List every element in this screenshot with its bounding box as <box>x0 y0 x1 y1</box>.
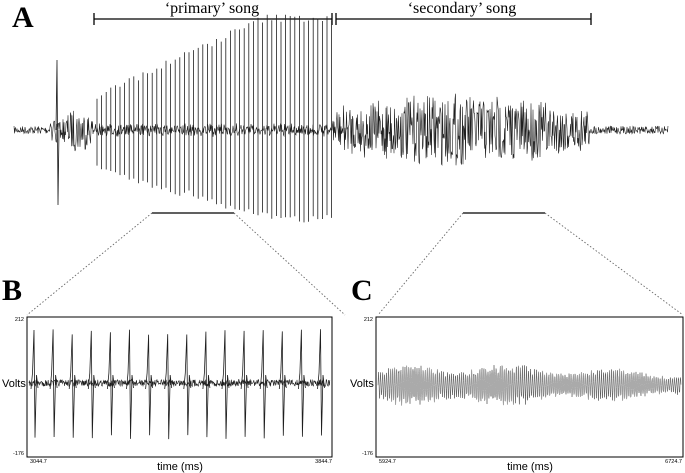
panel-c-letter: C <box>351 274 373 307</box>
secondary-song-trace <box>377 365 682 406</box>
sound-pulses <box>30 329 325 440</box>
onset-spike <box>55 59 60 206</box>
panel-c-x-axis-label: time (ms) <box>507 461 553 473</box>
panel-c-x-start-label: 5924.7 <box>379 459 396 465</box>
panel-b-ymin-label: -176 <box>13 451 24 457</box>
panel-b-x-end-label: 3844.7 <box>315 459 332 465</box>
secondary-song-label: ‘secondary’ song <box>408 0 517 17</box>
dense-signal <box>377 365 682 406</box>
panel-b-x-start-label: 3044.7 <box>30 459 47 465</box>
panel-c-ymin-label: -176 <box>362 451 373 457</box>
panel-b-y-axis-label: Volts <box>2 378 26 390</box>
zoom-guides <box>26 212 684 316</box>
panel-c-y-axis-label: Volts <box>350 378 374 390</box>
panel-b-ymax-label: 212 <box>15 317 24 323</box>
panel-b-letter: B <box>2 274 22 307</box>
primary-song-pulses <box>96 14 332 223</box>
primary-song-trace <box>28 329 331 440</box>
panel-c-ymax-label: 212 <box>364 317 373 323</box>
full-song-oscillogram <box>13 14 669 223</box>
primary-song-label: ‘primary’ song <box>165 0 259 17</box>
panel-a-letter: A <box>12 1 34 34</box>
panel-a: A ‘primary’ song ‘secondary’ song <box>12 0 669 223</box>
baseline-noise <box>28 378 331 388</box>
panel-c-x-end-label: 6724.7 <box>665 459 682 465</box>
panel-c: C 212 -176 Volts 5924.7 6724.7 time (ms) <box>350 274 684 473</box>
panel-b-x-axis-label: time (ms) <box>157 461 203 473</box>
panel-c-frame <box>375 316 684 458</box>
oscillogram-envelope <box>13 93 669 166</box>
secondary-song-bracket <box>335 13 592 25</box>
panel-b-frame <box>26 316 333 458</box>
panel-b: B 212 -176 Volts 3044.7 3844.7 time (ms) <box>2 274 333 473</box>
